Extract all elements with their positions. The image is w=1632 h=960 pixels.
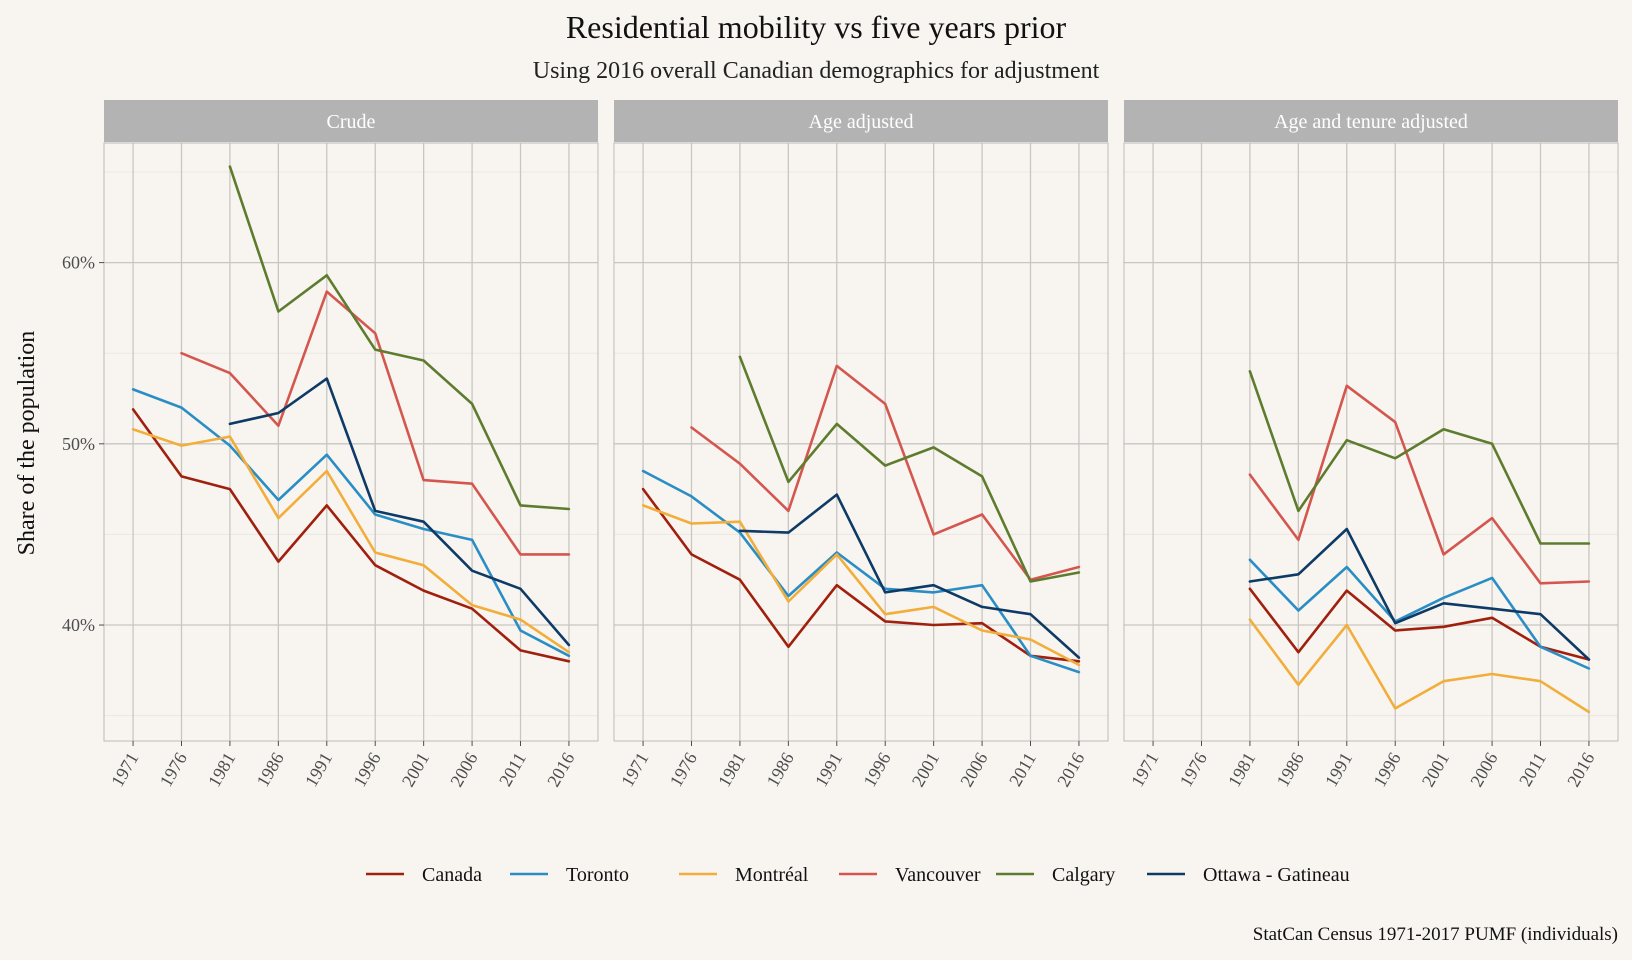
- legend: Canada Toronto Montréal Vancouver Calgary Ott…: [366, 864, 1350, 886]
- legend-item: Calgary: [996, 864, 1115, 886]
- x-tick-label: 2006: [956, 749, 991, 790]
- x-tick-label: 2001: [1418, 749, 1453, 790]
- series-line-ottawa-gatineau: [1248, 527, 1591, 661]
- y-axis-title: Share of the population: [14, 331, 40, 556]
- legend-item: Montréal: [679, 864, 809, 886]
- x-tick-label: 1971: [617, 749, 652, 790]
- legend-label: Canada: [422, 864, 482, 886]
- y-tick-label: 50%: [62, 434, 95, 454]
- x-tick-label: 1991: [301, 749, 336, 790]
- legend-label: Montréal: [735, 864, 809, 886]
- x-tick-label: 1976: [1176, 749, 1211, 790]
- legend-label: Toronto: [566, 864, 629, 886]
- x-tick-label: 1976: [666, 749, 701, 790]
- x-tick-label: 2016: [1053, 749, 1088, 790]
- legend-label: Vancouver: [895, 864, 981, 886]
- series-line-calgary: [738, 355, 1081, 583]
- x-tick-label: 1996: [349, 749, 384, 790]
- series-line-toronto: [1248, 558, 1591, 670]
- series-line-montr-al: [131, 428, 571, 654]
- x-tick-label: 1996: [1369, 749, 1404, 790]
- facet-strip: [1124, 100, 1618, 142]
- x-tick-label: 1986: [252, 749, 287, 790]
- x-tick-label: 2016: [1563, 749, 1598, 790]
- series-line-canada: [131, 408, 571, 663]
- series-line-ottawa-gatineau: [228, 377, 571, 647]
- x-tick-label: 1976: [156, 749, 191, 790]
- panel-border: [1123, 142, 1619, 742]
- facet-strip-label: Age and tenure adjusted: [1274, 111, 1468, 133]
- series-line-vancouver: [180, 290, 571, 556]
- chart-subtitle: Using 2016 overall Canadian demographics…: [533, 58, 1100, 84]
- panel-border: [103, 142, 599, 742]
- series-line-vancouver: [1248, 384, 1591, 585]
- chart-title: Residential mobility vs five years prior: [566, 9, 1067, 45]
- x-tick-label: 2001: [398, 749, 433, 790]
- x-tick-label: 1981: [1224, 749, 1259, 790]
- x-tick-label: 2006: [1466, 749, 1501, 790]
- panel-border: [613, 142, 1109, 742]
- series-line-toronto: [131, 388, 571, 658]
- series-line-calgary: [228, 165, 571, 511]
- legend-label: Calgary: [1052, 864, 1115, 886]
- series-line-montr-al: [1248, 618, 1591, 714]
- x-tick-label: 2011: [1515, 749, 1550, 790]
- legend-item: Canada: [366, 864, 482, 886]
- legend-item: Ottawa - Gatineau: [1147, 864, 1350, 886]
- facet-strip: [104, 100, 598, 142]
- x-tick-label: 1991: [811, 749, 846, 790]
- x-tick-label: 1981: [714, 749, 749, 790]
- facet-strip: [614, 100, 1108, 142]
- legend-label: Ottawa - Gatineau: [1203, 864, 1350, 886]
- series-line-calgary: [1248, 370, 1591, 545]
- x-tick-label: 1996: [859, 749, 894, 790]
- x-tick-label: 2001: [908, 749, 943, 790]
- chart-caption: StatCan Census 1971-2017 PUMF (individua…: [1253, 924, 1618, 945]
- x-tick-label: 2016: [543, 749, 578, 790]
- x-tick-label: 1991: [1321, 749, 1356, 790]
- facet-panels: Crude 1971 1976 1981 1986 1991 1996 2001 2006 201…: [62, 100, 1619, 790]
- x-tick-label: 2006: [446, 749, 481, 790]
- x-tick-label: 1981: [204, 749, 239, 790]
- panel-1: Age adjusted 1971 1976 1981 1986 1991 1996 2001…: [613, 100, 1109, 790]
- series-line-canada: [1248, 587, 1591, 661]
- series-line-vancouver: [690, 364, 1081, 581]
- y-tick-label: 60%: [62, 253, 95, 273]
- x-tick-label: 2011: [495, 749, 530, 790]
- series-line-canada: [641, 487, 1081, 663]
- series-line-toronto: [641, 469, 1081, 674]
- legend-item: Toronto: [510, 864, 629, 886]
- x-tick-label: 2011: [1005, 749, 1040, 790]
- panel-0: Crude 1971 1976 1981 1986 1991 1996 2001 2006 201…: [62, 100, 599, 790]
- x-tick-label: 1971: [107, 749, 142, 790]
- x-tick-label: 1971: [1127, 749, 1162, 790]
- panel-2: Age and tenure adjusted 1971 1976 1981 1986 1…: [1123, 100, 1619, 790]
- x-tick-label: 1986: [762, 749, 797, 790]
- x-tick-label: 1986: [1272, 749, 1307, 790]
- series-line-montr-al: [641, 504, 1081, 667]
- series-line-ottawa-gatineau: [738, 493, 1081, 659]
- legend-item: Vancouver: [839, 864, 981, 886]
- facet-strip-label: Crude: [327, 111, 376, 133]
- y-tick-label: 40%: [62, 615, 95, 635]
- facet-strip-label: Age adjusted: [809, 111, 914, 133]
